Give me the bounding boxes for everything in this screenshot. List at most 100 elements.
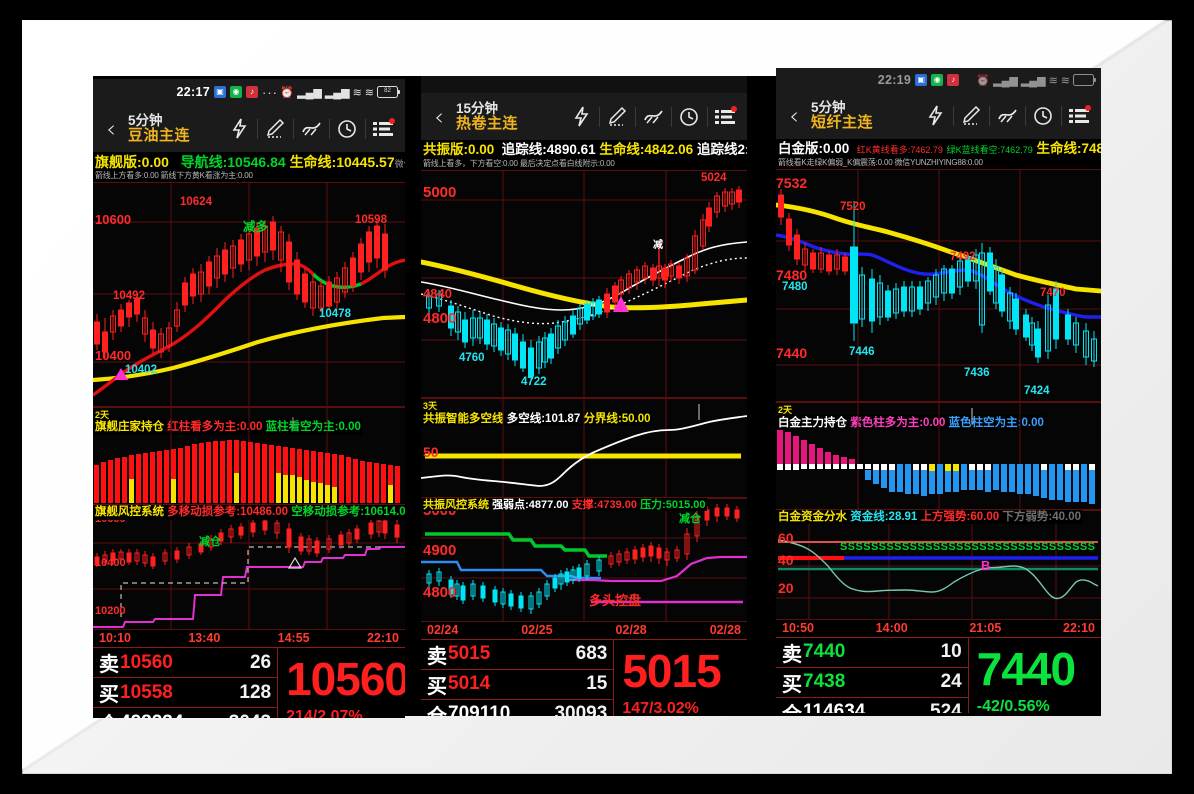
toolbar: ‹ 5分钟 短纤主连 [776, 92, 1101, 139]
signal-annotation: SSSSSSSSSSSSSSSSSSSSSSSSSSSSSSSSSSSSS [840, 540, 1096, 553]
time-tick: 02/25 [521, 622, 553, 637]
clock-icon[interactable] [329, 114, 365, 144]
time-axis: 10:10 13:40 14:55 22:10 [93, 630, 405, 648]
time-tick: 22:10 [366, 631, 399, 646]
clock-icon[interactable] [1025, 101, 1061, 131]
toolbar: ‹ 5分钟 豆油主连 [93, 105, 405, 152]
sub-chart-capital[interactable]: 白金资金分水 资金线:28.91 上方强势:60.00 下方弱势:40.00 B [776, 509, 1101, 620]
open-interest-row[interactable]: 仓 114634 524 [776, 698, 968, 713]
wifi-2-icon: ≋ [364, 86, 374, 99]
app-icon-red: ♪ [947, 74, 960, 86]
open-interest-row[interactable]: 仓 428234 3043 [93, 708, 277, 718]
subpanel-field-purple: 紫色柱多为主:0.00 [850, 416, 946, 429]
ask-row[interactable]: 卖 5015 683 [421, 640, 614, 670]
bid-row[interactable]: 买 10558 128 [93, 678, 278, 709]
price-annotation: 7424 [1024, 384, 1050, 397]
field-trackline2: 追踪线2:4925.39 [696, 142, 747, 157]
signal-hd-2-icon: ▂▄▆ [324, 86, 350, 99]
app-icon-blue: ▣ [214, 86, 226, 98]
signal-annotation: 减仓 [199, 536, 221, 549]
subpanel-field-capital: 资金线:28.91 [850, 510, 918, 523]
back-button[interactable]: ‹ [106, 114, 116, 143]
time-axis: 02/24 02/25 02/28 02/28 [421, 621, 747, 639]
subpanel-field-strong: 上方强势:60.00 [920, 510, 1000, 523]
ask-price: 5015 [448, 643, 491, 665]
sub-chart-risk[interactable]: 共振风控系统 强弱点:4877.00 支撑:4739.00 压力:5015.00 [421, 497, 747, 622]
price-annotation: 7470 [1040, 286, 1066, 299]
oi-value: 709110 [448, 703, 511, 716]
price-annotation: 7492 [950, 250, 976, 263]
subpanel-title: 白金资金分水 [778, 510, 847, 523]
toolbar-icons [917, 101, 1101, 131]
day-tag: 2天 [95, 410, 110, 421]
price-annotation: 7436 [964, 366, 990, 379]
y-axis-label: 4900 [423, 541, 457, 559]
battery-icon: 82 [377, 86, 400, 98]
field-red-k: 红K黄线看多:7462.79 [856, 145, 943, 155]
time-axis: 10:50 14:00 21:05 22:10 [776, 619, 1101, 637]
sub-chart-position[interactable]: 2天 旗舰庄家持仓 红柱看多为主:0.00 蓝柱看空为主:0.00 [93, 407, 405, 506]
pencil-icon[interactable] [599, 102, 635, 132]
lightning-icon[interactable] [917, 101, 953, 131]
back-button[interactable]: ‹ [434, 102, 444, 131]
signal-2-icon: ▂▄▆ [1020, 74, 1046, 87]
instrument-label: 短纤主连 [811, 113, 874, 131]
price-annotation: 4760 [459, 351, 485, 364]
lightning-icon[interactable] [563, 102, 599, 132]
price-annotation: 7480 [782, 280, 808, 293]
main-chart[interactable]: 5000 4840 4800 5024 4760 4722 减 [421, 169, 747, 398]
time-tick: 21:05 [969, 620, 1002, 635]
open-interest-row[interactable]: 仓 709110 30093 [421, 700, 613, 716]
indicator-header: 旗舰版:0.00 导航线:10546.84 生命线:10445.57微信YUNZ… [93, 152, 405, 183]
ask-price: 10560 [120, 651, 173, 673]
list-icon[interactable] [1061, 101, 1097, 131]
time-tick: 14:00 [875, 620, 908, 635]
list-icon[interactable] [365, 114, 401, 144]
field-trackline: 追踪线:4890.61 [501, 142, 596, 157]
quote-book: 卖 5015 683 买 5014 15 仓 709110 30093 [421, 639, 615, 716]
main-chart[interactable]: 7532 7480 7440 7520 7492 7470 7480 7446 … [776, 168, 1101, 402]
price-annotation: 10478 [319, 308, 351, 321]
overflow-dots-icon: ··· [262, 84, 278, 100]
ask-row[interactable]: 卖 10560 26 [93, 648, 278, 679]
screenshot-stage: 22:17 ▣ ◉ ♪ ··· ⏰ ▂▄▆ ▂▄▆ ≋ ≋ 82 ‹ [93, 68, 1101, 718]
subpanel-title: 旗舰庄家持仓 [95, 421, 164, 434]
price-annotation: 7520 [840, 200, 866, 213]
y-axis-label: 4800 [423, 583, 457, 601]
sub-chart-risk[interactable]: 旗舰风控系统 多移动损参考:10486.00 空移动损参考:10614.00 [93, 505, 405, 631]
indicator-title: 旗舰版:0.00 [95, 154, 169, 170]
price-annotation: 7446 [849, 345, 875, 358]
ask-row[interactable]: 卖 7440 10 [776, 638, 968, 668]
subpanel-field-line: 多空线:101.87 [506, 412, 581, 425]
price-annotation: 10492 [113, 290, 145, 303]
clock-icon[interactable] [671, 102, 707, 132]
wave-icon[interactable] [989, 101, 1025, 131]
lightning-icon[interactable] [221, 114, 257, 144]
period-label: 15分钟 [456, 100, 499, 116]
y-axis-label: 60 [778, 529, 794, 546]
main-chart[interactable]: 10600 10400 10624 10598 10492 10478 1040… [93, 182, 405, 408]
wifi-icon: ≋ [352, 86, 362, 99]
ask-volume: 26 [249, 651, 272, 673]
back-button[interactable]: ‹ [789, 101, 799, 130]
price-change: 147/3.02% [622, 699, 699, 716]
pencil-icon[interactable] [257, 114, 293, 144]
instrument-label: 豆油主连 [128, 126, 191, 144]
subpanel-field-short: 空移动损参考:10614.00 [291, 506, 405, 519]
battery-icon [1073, 74, 1096, 86]
pencil-icon[interactable] [953, 101, 989, 131]
bid-price: 10558 [120, 681, 173, 703]
list-icon[interactable] [707, 102, 743, 132]
signal-annotation: 减多 [243, 220, 269, 235]
toolbar-icons [221, 114, 405, 144]
bid-row[interactable]: 买 5014 15 [421, 670, 614, 700]
bid-volume: 24 [940, 671, 962, 693]
wave-icon[interactable] [293, 114, 329, 144]
bid-row[interactable]: 买 7438 24 [776, 668, 968, 698]
sub-chart-position[interactable]: 2天 白金主力持仓 紫色柱多为主:0.00 蓝色柱空为主:0.00 [776, 401, 1101, 510]
sub-chart-bull-bear[interactable]: 3天 共振智能多空线 多空线:101.87 分界线:50.00 50 [421, 397, 747, 498]
subpanel-field-long: 多移动损参考:10486.00 [167, 506, 289, 519]
wave-icon[interactable] [635, 102, 671, 132]
bid-volume: 128 [239, 681, 272, 703]
